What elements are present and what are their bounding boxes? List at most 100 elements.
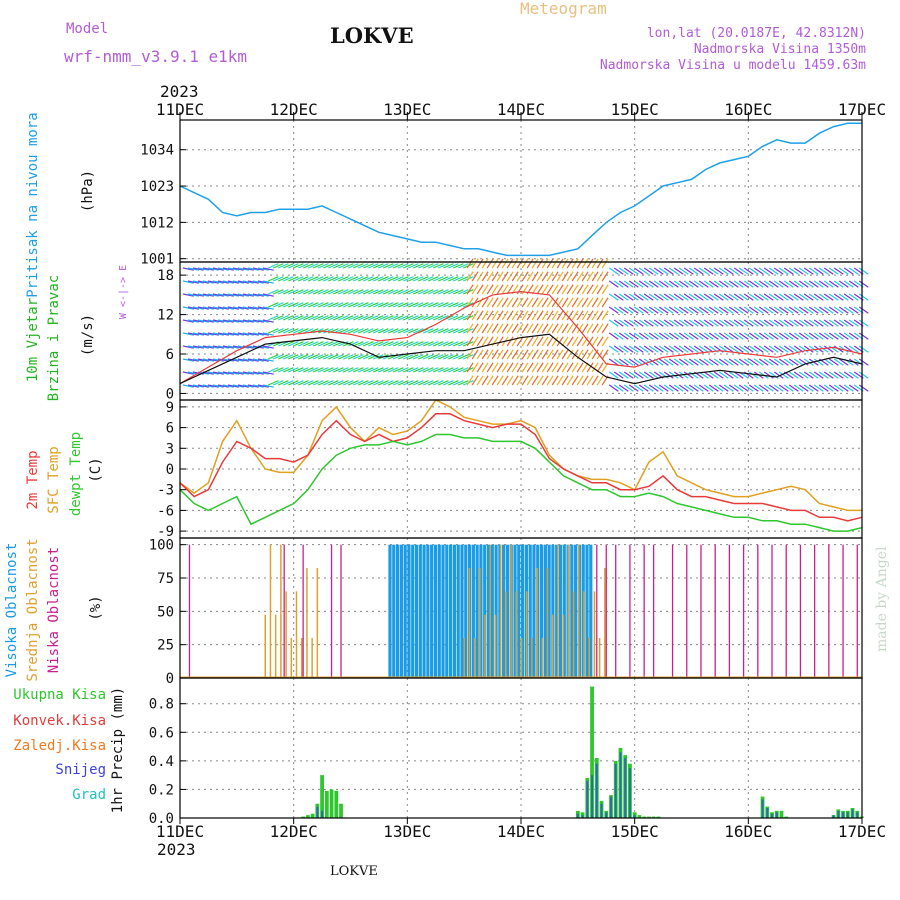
wind-barb (471, 258, 479, 269)
wind-barb (182, 332, 194, 336)
wind-barb (491, 362, 499, 373)
precip-snow-bar (619, 752, 622, 818)
wind-barb (393, 328, 404, 334)
wind-barb (768, 306, 779, 314)
wind-barb (663, 345, 674, 353)
wind-barb (551, 362, 559, 373)
wind-barb (566, 310, 574, 321)
wind-barb (262, 319, 274, 323)
wind-barb (798, 293, 809, 301)
precip-total-bar (329, 789, 334, 818)
wind-barb (536, 336, 544, 347)
wind-barb (773, 293, 784, 301)
wind-barb (212, 358, 224, 362)
wind-barb-band (182, 267, 274, 388)
wind-barb (448, 263, 459, 269)
wind-barb (511, 362, 519, 373)
wind-barb (262, 358, 274, 362)
wind-barb (571, 271, 579, 282)
wind-barb (623, 267, 634, 275)
wind-barb (601, 336, 609, 347)
wind-barb (252, 358, 264, 362)
wind-barb (433, 289, 444, 295)
wind-barb (222, 384, 234, 388)
wind-barb (561, 310, 569, 321)
wind-barb (393, 367, 404, 373)
wind-barb (773, 332, 784, 340)
wind-barb (828, 358, 839, 366)
wind-barb (383, 380, 394, 386)
wind-barb (443, 302, 454, 308)
wind-barb (633, 332, 644, 340)
wind-barb (418, 263, 429, 269)
wind-barb (506, 375, 514, 386)
cloud-high-bar (547, 544, 551, 678)
wind-barb (728, 306, 739, 314)
wind-barb (388, 367, 399, 373)
wind-barb (618, 384, 629, 392)
wind-barb (763, 371, 774, 379)
wind-barb (303, 341, 314, 347)
wind-barb (556, 323, 564, 334)
wind-barb (748, 280, 759, 288)
wind-barb (323, 367, 334, 373)
wind-barb (526, 297, 534, 308)
wind-barb-band (466, 258, 609, 386)
wind-barb (453, 289, 464, 295)
wind-barb (232, 319, 244, 323)
wind-barb (481, 375, 489, 386)
wind-barb (848, 306, 859, 314)
wind-barb (182, 358, 194, 362)
wind-barb (723, 358, 734, 366)
wind-barb (298, 328, 309, 334)
wind-barb (808, 384, 819, 392)
wind-barb (541, 362, 549, 373)
wind-barb (516, 297, 524, 308)
wind-barb (758, 280, 769, 288)
wind-barb (571, 297, 579, 308)
wind-barb (242, 306, 254, 310)
wind-barb (728, 384, 739, 392)
wind-barb (511, 323, 519, 334)
wind-barb (247, 293, 259, 297)
wind-barb (496, 284, 504, 295)
wind-barb (613, 384, 624, 392)
wind-barb (453, 367, 464, 373)
wind-barb (858, 384, 869, 392)
wind-barb (838, 384, 849, 392)
wind-barb (187, 332, 199, 336)
wind-barb (438, 341, 449, 347)
wind-barb (703, 293, 714, 301)
wind-barb (663, 332, 674, 340)
wind-barb (338, 367, 349, 373)
wind-barb (278, 315, 289, 321)
wind-barb (613, 345, 624, 353)
wind-barb (783, 267, 794, 275)
wind-barb (418, 354, 429, 360)
wind-barb (733, 319, 744, 327)
wind-barb (688, 358, 699, 366)
wind-barb (798, 319, 809, 327)
wind-barb (227, 293, 239, 297)
wind-barb (683, 319, 694, 327)
temp2m-line (179, 413, 863, 522)
wind-barb (738, 280, 749, 288)
wind-barb (428, 354, 439, 360)
wind-barb (838, 332, 849, 340)
wind-barb (303, 367, 314, 373)
wind-barb (288, 289, 299, 295)
wind-barb (466, 297, 474, 308)
wind-barb (242, 371, 254, 375)
wind-barb (232, 267, 244, 271)
wind-barb (653, 280, 664, 288)
wind-barb (388, 341, 399, 347)
wind-barb (403, 276, 414, 282)
wind-barb (653, 345, 664, 353)
wind-barb (202, 267, 214, 271)
wind-barb (576, 323, 584, 334)
x-label-bottom: 12DEC (270, 822, 318, 841)
wind-barb (748, 358, 759, 366)
wind-barb (318, 367, 329, 373)
cloud-high-bar (486, 544, 491, 678)
precip-snow-bar (846, 812, 849, 818)
